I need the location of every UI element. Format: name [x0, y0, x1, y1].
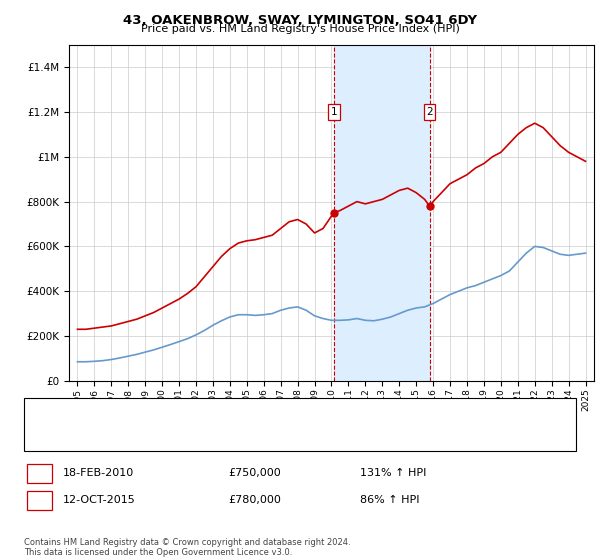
- Text: 131% ↑ HPI: 131% ↑ HPI: [360, 468, 427, 478]
- Text: 43, OAKENBROW, SWAY, LYMINGTON, SO41 6DY: 43, OAKENBROW, SWAY, LYMINGTON, SO41 6DY: [123, 14, 477, 27]
- Text: 12-OCT-2015: 12-OCT-2015: [63, 494, 136, 505]
- Bar: [334, 45, 430, 381]
- Text: 1: 1: [36, 468, 43, 478]
- Text: Contains HM Land Registry data © Crown copyright and database right 2024.
This d: Contains HM Land Registry data © Crown c…: [24, 538, 350, 557]
- Text: 2: 2: [36, 494, 43, 505]
- Text: 1: 1: [331, 107, 337, 117]
- Text: 43, OAKENBROW, SWAY, LYMINGTON, SO41 6DY (detached house): 43, OAKENBROW, SWAY, LYMINGTON, SO41 6DY…: [72, 408, 416, 418]
- Text: 18-FEB-2010: 18-FEB-2010: [63, 468, 134, 478]
- Text: HPI: Average price, detached house, New Forest: HPI: Average price, detached house, New …: [72, 432, 323, 442]
- Text: 2: 2: [426, 107, 433, 117]
- Text: 86% ↑ HPI: 86% ↑ HPI: [360, 494, 419, 505]
- Text: £780,000: £780,000: [228, 494, 281, 505]
- Text: £750,000: £750,000: [228, 468, 281, 478]
- Text: Price paid vs. HM Land Registry's House Price Index (HPI): Price paid vs. HM Land Registry's House …: [140, 24, 460, 34]
